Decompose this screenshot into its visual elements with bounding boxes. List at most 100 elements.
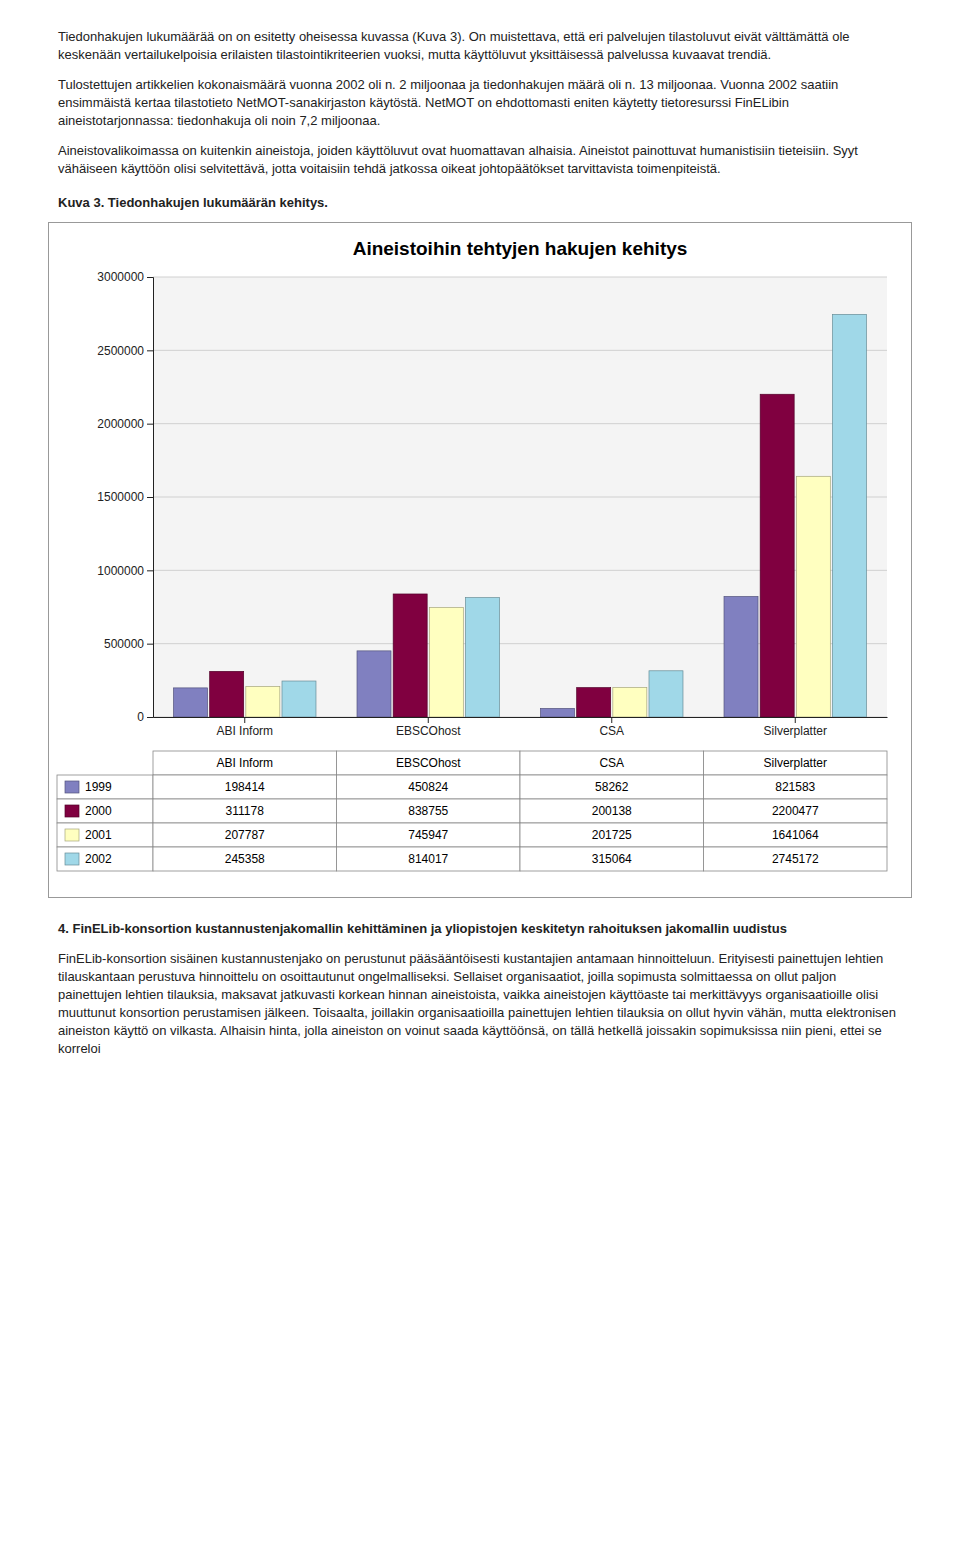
grid [153,277,887,717]
x-tick-label: Silverplatter [764,724,827,738]
paragraph: Tulostettujen artikkelien kokonaismäärä … [58,76,902,130]
table-value: 245358 [225,852,265,866]
x-tick: EBSCOhost [396,717,461,738]
y-tick: 1500000 [97,490,153,504]
table-cell [57,799,153,823]
bar [210,671,244,717]
table-cell [337,799,521,823]
table-value: 1641064 [772,828,819,842]
table-cell [153,799,337,823]
data-table: ABI InformEBSCOhostCSASilverplatter19991… [57,751,887,871]
y-tick: 500000 [104,637,153,651]
y-tick-label: 1500000 [97,490,144,504]
bar [541,708,575,717]
page: Tiedonhakujen lukumäärää on on esitetty … [0,0,960,1090]
table-cell [520,823,704,847]
chart-title: Aineistoihin tehtyjen hakujen kehitys [353,238,688,259]
y-tick-mark [147,277,153,278]
table-value: 200138 [592,804,632,818]
y-tick-mark [147,644,153,645]
y-tick-label: 1000000 [97,564,144,578]
x-tick-label: EBSCOhost [396,724,461,738]
x-tick: Silverplatter [764,717,827,738]
table-header: EBSCOhost [396,756,461,770]
table-cell [704,823,888,847]
legend-swatch [65,781,79,793]
bar [429,608,463,717]
x-axis: ABI Inform EBSCOhost CSA Silverplatter [154,717,888,738]
grid-line [153,350,887,351]
table-cell [520,847,704,871]
bar-series [210,394,794,717]
table-cell [704,847,888,871]
chart: Aineistoihin tehtyjen hakujen kehitys 0 50… [49,223,911,893]
x-tick-mark [795,717,796,723]
y-tick: 2000000 [97,417,153,431]
table-cell [337,775,521,799]
table-cell [704,751,888,775]
bar [832,314,866,717]
table-value: 198414 [225,780,265,794]
bar [465,598,499,717]
x-axis-line [154,717,888,718]
x-tick-label: CSA [599,724,624,738]
bar [577,688,611,717]
chart-box: Aineistoihin tehtyjen hakujen kehitys 0 50… [48,222,912,898]
table-cell [704,799,888,823]
x-tick-mark [611,717,612,723]
y-tick-label: 2000000 [97,417,144,431]
table-cell [153,775,337,799]
table-cell [153,823,337,847]
table-value: 821583 [775,780,815,794]
y-tick: 2500000 [97,344,153,358]
table-value: 838755 [408,804,448,818]
table-value: 2200477 [772,804,819,818]
bar [613,687,647,717]
table-value: 58262 [595,780,629,794]
y-axis: 0 500000 1000000 1500000 2000000 2500000 30000… [97,270,153,724]
paragraph: FinELib-konsortion sisäinen kustannusten… [58,950,902,1058]
y-tick-label: 0 [137,710,144,724]
x-tick: CSA [599,717,624,738]
bar [246,687,280,717]
bar [174,688,208,717]
table-cell [520,751,704,775]
legend-label: 2002 [85,852,112,866]
bars [174,314,867,717]
table-cell [57,775,153,799]
y-tick-mark [147,570,153,571]
grid-line [153,277,887,278]
table-header: ABI Inform [216,756,273,770]
y-tick-label: 2500000 [97,344,144,358]
bar [393,594,427,717]
caption: Kuva 3. Tiedonhakujen lukumäärän kehitys… [58,194,902,212]
y-axis-line [147,278,154,718]
table-value: 311178 [226,804,265,818]
y-tick-label: 3000000 [97,270,144,284]
legend-label: 2001 [85,828,112,842]
y-tick: 3000000 [97,270,153,284]
legend-swatch [65,829,79,841]
table-cell [520,775,704,799]
table-cell [337,751,521,775]
bar-series [174,597,758,717]
y-tick-mark [147,424,153,425]
y-tick: 1000000 [97,564,153,578]
table-value: 814017 [408,852,448,866]
table-value: 450824 [408,780,448,794]
section-title: 4. FinELib-konsortion kustannustenjakoma… [58,920,902,938]
paragraph: Aineistovalikoimassa on kuitenkin aineis… [58,142,902,178]
table-value: 315064 [592,852,632,866]
table-value: 207787 [225,828,265,842]
y-tick-label: 500000 [104,637,144,651]
table-header: CSA [599,756,624,770]
table-cell [520,799,704,823]
table-cell [704,775,888,799]
x-tick-label: ABI Inform [216,724,273,738]
table-cell [337,823,521,847]
x-tick: ABI Inform [216,717,273,738]
paragraph: Tiedonhakujen lukumäärää on on esitetty … [58,28,902,64]
bar [724,597,758,717]
x-tick-mark [244,717,245,723]
plot-area [153,277,887,717]
